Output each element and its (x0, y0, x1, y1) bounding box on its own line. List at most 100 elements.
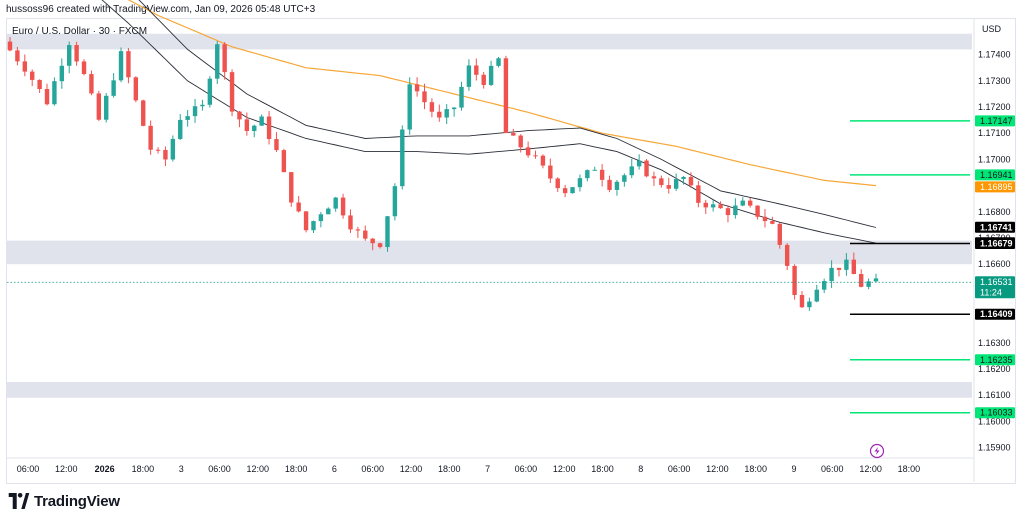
candle-body[interactable] (747, 200, 753, 206)
candle-body[interactable] (525, 147, 531, 156)
candle-body[interactable] (688, 176, 694, 186)
candle-body[interactable] (74, 45, 79, 62)
candle-body[interactable] (333, 197, 338, 209)
candle-body[interactable] (30, 71, 35, 80)
candle-body[interactable] (222, 44, 227, 73)
candle-body[interactable] (429, 102, 435, 112)
candle-body[interactable] (118, 51, 124, 81)
candle-body[interactable] (229, 72, 235, 112)
candle-body[interactable] (851, 259, 856, 275)
candle-body[interactable] (96, 93, 102, 120)
candle-body[interactable] (111, 80, 116, 96)
candle-body[interactable] (807, 301, 812, 308)
candle-body[interactable] (148, 125, 153, 150)
candle-body[interactable] (7, 41, 13, 51)
candle-body[interactable] (22, 61, 28, 72)
candle-body[interactable] (474, 65, 479, 75)
candle-body[interactable] (518, 135, 523, 148)
candle-body[interactable] (585, 170, 590, 179)
candle-body[interactable] (710, 204, 716, 208)
candle-body[interactable] (866, 281, 871, 287)
candle-body[interactable] (814, 289, 819, 302)
candle-body[interactable] (192, 106, 198, 117)
candle-body[interactable] (289, 172, 294, 203)
candle-body[interactable] (718, 204, 723, 209)
candle-body[interactable] (644, 160, 649, 177)
candle-body[interactable] (400, 129, 405, 187)
candle-body[interactable] (185, 116, 190, 120)
candle-body[interactable] (666, 185, 671, 189)
candle-body[interactable] (829, 267, 834, 282)
candle-body[interactable] (873, 278, 879, 282)
candle-body[interactable] (821, 281, 827, 290)
candle-body[interactable] (533, 155, 538, 157)
tradingview-logo[interactable]: TradingView (8, 492, 120, 510)
candle-body[interactable] (348, 215, 353, 230)
candle-body[interactable] (577, 178, 583, 188)
candle-body[interactable] (740, 200, 745, 206)
candle-body[interactable] (89, 74, 94, 94)
lightning-icon[interactable] (869, 443, 885, 459)
candle-body[interactable] (252, 125, 257, 132)
candle-body[interactable] (244, 119, 250, 132)
candle-body[interactable] (37, 79, 42, 90)
candle-body[interactable] (681, 176, 686, 180)
candle-body[interactable] (326, 208, 331, 215)
candle-body[interactable] (858, 274, 864, 287)
candle-body[interactable] (481, 74, 486, 85)
candle-body[interactable] (607, 179, 612, 190)
candle-body[interactable] (496, 58, 501, 66)
candle-body[interactable] (511, 132, 516, 136)
candle-body[interactable] (59, 65, 65, 82)
candle-body[interactable] (133, 77, 139, 101)
candle-body[interactable] (444, 109, 449, 118)
candle-body[interactable] (200, 104, 205, 107)
candle-body[interactable] (52, 81, 57, 105)
candle-body[interactable] (259, 116, 264, 126)
candle-body[interactable] (844, 259, 849, 270)
candle-body[interactable] (703, 202, 708, 208)
candle-body[interactable] (355, 229, 361, 231)
candle-body[interactable] (466, 65, 472, 87)
candle-body[interactable] (266, 116, 272, 140)
candle-body[interactable] (488, 65, 494, 85)
candle-body[interactable] (622, 175, 627, 182)
candle-body[interactable] (15, 50, 20, 62)
candle-body[interactable] (437, 111, 442, 118)
candle-body[interactable] (296, 202, 301, 212)
candle-body[interactable] (377, 243, 383, 248)
candle-body[interactable] (503, 58, 509, 133)
candle-body[interactable] (104, 95, 109, 120)
candle-body[interactable] (659, 178, 664, 186)
candle-body[interactable] (725, 208, 731, 216)
candle-body[interactable] (799, 294, 805, 308)
candle-body[interactable] (407, 84, 412, 130)
candle-body[interactable] (540, 155, 546, 166)
candle-body[interactable] (281, 150, 287, 173)
candle-body[interactable] (614, 181, 620, 190)
candle-body[interactable] (422, 91, 427, 103)
candle-body[interactable] (629, 166, 634, 176)
candle-body[interactable] (215, 44, 220, 79)
candle-body[interactable] (207, 78, 213, 105)
symbol-label[interactable]: Euro / U.S. Dollar · 30 · FXCM (12, 26, 148, 37)
candle-body[interactable] (311, 221, 316, 231)
candle-body[interactable] (836, 267, 842, 270)
candle-body[interactable] (696, 185, 701, 203)
candle-body[interactable] (340, 197, 346, 216)
candle-body[interactable] (792, 265, 797, 295)
candle-body[interactable] (237, 111, 242, 120)
candle-body[interactable] (178, 119, 183, 139)
candle-body[interactable] (555, 178, 560, 189)
candle-body[interactable] (459, 86, 464, 108)
candle-body[interactable] (451, 107, 457, 110)
candle-body[interactable] (762, 216, 768, 222)
candle-body[interactable] (592, 169, 597, 171)
candle-body[interactable] (363, 230, 368, 239)
candle-body[interactable] (733, 205, 738, 216)
candle-body[interactable] (548, 165, 553, 179)
candle-body[interactable] (636, 160, 642, 167)
candle-body[interactable] (67, 45, 72, 66)
candle-body[interactable] (141, 100, 146, 126)
